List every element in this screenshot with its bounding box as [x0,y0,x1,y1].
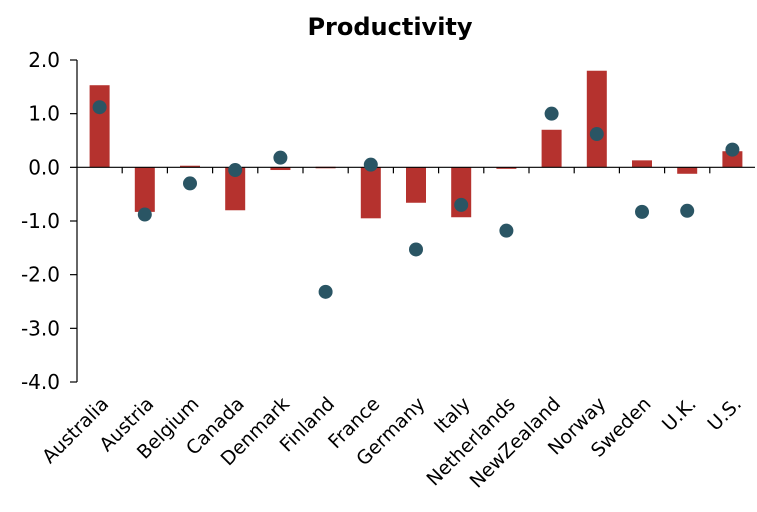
data-point [589,127,604,142]
x-category-label: Australia [38,393,113,468]
bar [541,129,562,168]
data-point [680,203,695,218]
y-tick-label: -2.0 [21,263,60,287]
category-labels: AustraliaAustriaBelgiumCanadaDenmarkFinl… [38,393,746,493]
data-point [409,242,423,257]
data-point [273,150,288,165]
bar [677,167,698,174]
data-point [363,157,378,172]
bar [632,160,652,168]
bar [496,167,517,169]
y-tick-label: 2.0 [28,48,60,72]
point-series [92,100,740,299]
x-axis [77,166,755,174]
bar [225,167,246,211]
x-category-label: U.K. [658,393,701,436]
data-point [137,207,152,222]
chart-title: Productivity [307,13,472,41]
y-tick-label: -3.0 [21,316,60,340]
data-point [454,197,469,212]
bar [586,70,607,168]
data-point [499,223,514,238]
y-tick-label: -1.0 [21,209,60,233]
data-point [544,106,559,121]
bar [134,167,155,212]
y-tick-label: 1.0 [28,102,60,126]
bar [270,167,291,171]
data-point [183,176,197,191]
bar [180,165,200,168]
bar-series [89,70,743,219]
y-tick-label: 0.0 [28,155,60,179]
bar [722,151,743,168]
data-point [228,163,243,178]
x-category-label: U.S. [703,393,745,435]
y-tick-label: -4.0 [21,370,60,394]
bar [89,85,110,168]
y-axis: 2.0 1.0 0.0 -1.0 -2.0 -3.0 -4.0 [21,48,78,394]
bar [360,167,381,219]
data-point [725,142,740,157]
data-point [635,204,649,219]
data-point [92,100,107,115]
bar [406,167,426,203]
data-point [318,284,333,299]
